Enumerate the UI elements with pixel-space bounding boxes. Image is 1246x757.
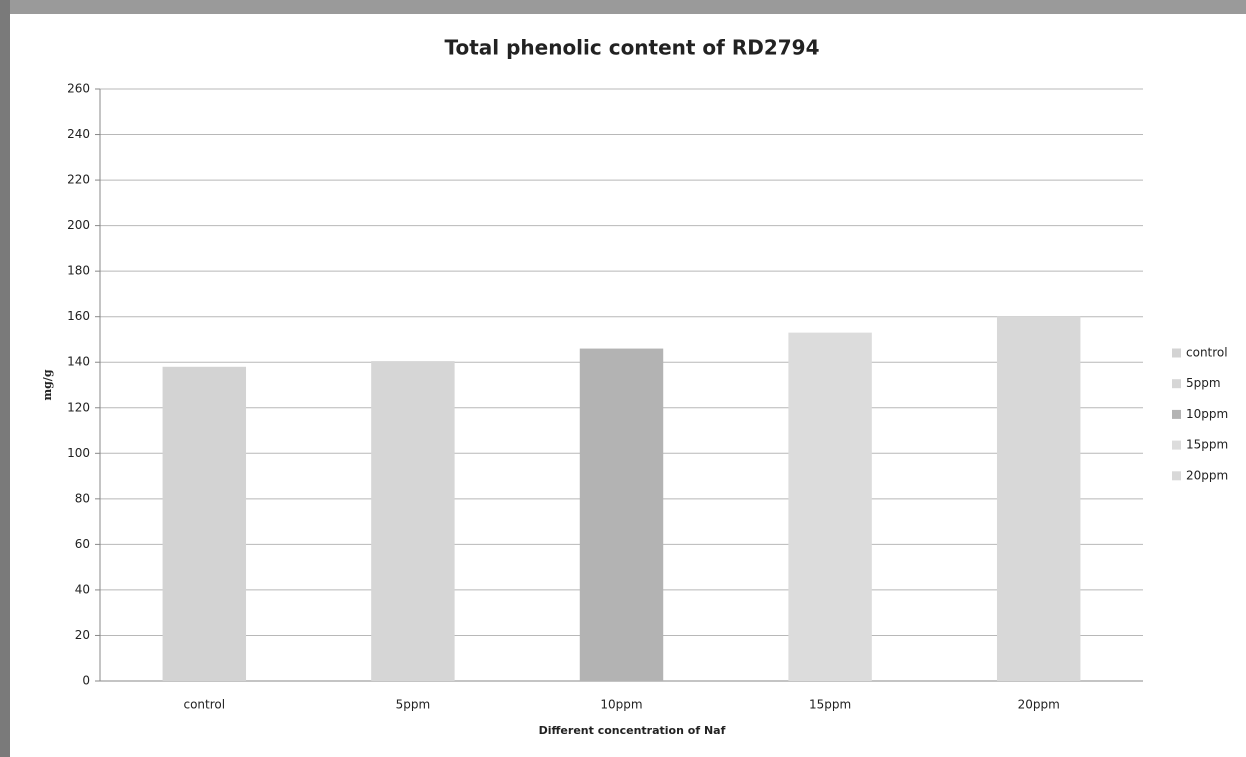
y-tick-label: 220 — [67, 173, 90, 187]
x-axis-title: Different concentration of Naf — [539, 724, 726, 737]
frame-left — [0, 0, 10, 757]
y-tick-label: 240 — [67, 127, 90, 141]
x-tick-label: 15ppm — [809, 698, 851, 712]
legend-label: 15ppm — [1186, 438, 1228, 452]
legend-swatch — [1172, 348, 1181, 358]
y-tick-label: 140 — [67, 355, 90, 369]
legend-swatch — [1172, 379, 1181, 389]
y-tick-label: 180 — [67, 264, 90, 278]
legend-swatch — [1172, 440, 1181, 450]
legend-label: control — [1186, 346, 1228, 360]
bar — [579, 348, 664, 681]
y-tick-label: 100 — [67, 446, 90, 460]
x-tick-label: 20ppm — [1018, 698, 1060, 712]
y-tick-label: 20 — [75, 628, 90, 642]
legend-label: 5ppm — [1186, 376, 1221, 390]
x-tick-label: control — [183, 698, 225, 712]
y-axis-title: mg/g — [41, 369, 54, 400]
y-tick-label: 40 — [75, 582, 90, 596]
y-tick-label: 160 — [67, 309, 90, 323]
y-tick-label: 80 — [75, 491, 90, 505]
y-tick-label: 60 — [75, 537, 90, 551]
legend-label: 20ppm — [1186, 468, 1228, 482]
chart-title: Total phenolic content of RD2794 — [444, 36, 819, 60]
bar — [788, 332, 872, 681]
legend-swatch — [1172, 409, 1181, 419]
y-tick-label: 120 — [67, 400, 90, 414]
bar — [162, 366, 247, 681]
y-tick-label: 200 — [67, 218, 90, 232]
x-tick-label: 5ppm — [396, 698, 431, 712]
y-tick-label: 0 — [82, 674, 90, 688]
y-tick-label: 260 — [67, 82, 90, 96]
legend-swatch — [1172, 471, 1181, 481]
bar — [371, 361, 455, 681]
frame-top — [0, 0, 1246, 14]
bar — [996, 316, 1081, 681]
legend-label: 10ppm — [1186, 407, 1228, 421]
x-tick-label: 10ppm — [600, 698, 642, 712]
